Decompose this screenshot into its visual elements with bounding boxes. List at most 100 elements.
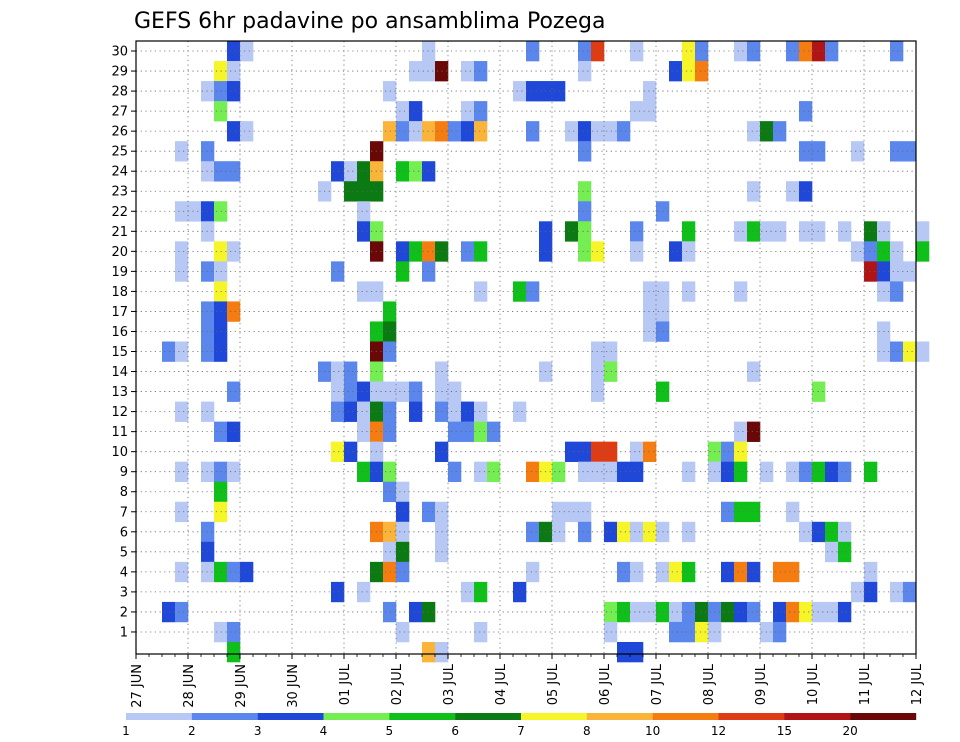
heatmap-cell [578, 221, 592, 242]
heatmap-cell [383, 561, 397, 583]
heatmap-cell [747, 421, 761, 442]
heatmap-cell [409, 161, 423, 182]
heatmap-cell [409, 61, 423, 82]
heatmap-cell [916, 221, 930, 242]
heatmap-cell [682, 241, 696, 262]
heatmap-cell [552, 521, 566, 543]
heatmap-cell [734, 221, 748, 242]
heatmap-cell [838, 541, 852, 563]
heatmap-cell [409, 601, 423, 623]
heatmap-cell [643, 521, 657, 543]
heatmap-cell [734, 561, 748, 583]
heatmap-cell [604, 461, 618, 483]
y-tick-label: 28 [111, 85, 128, 100]
x-tick-label: 12 JUL [910, 663, 925, 705]
colorbar-label: 20 [843, 724, 858, 738]
heatmap-cell [669, 61, 683, 82]
heatmap-cell [383, 341, 397, 362]
heatmap-cell [396, 241, 410, 262]
heatmap-cell [890, 241, 904, 262]
heatmap-cell [838, 521, 852, 543]
heatmap-cell [630, 41, 644, 62]
x-tick-label: 05 JUL [546, 663, 561, 705]
heatmap-cell [747, 601, 761, 623]
heatmap-cell [578, 521, 592, 543]
heatmap-cell [526, 41, 540, 62]
heatmap-cell [526, 461, 540, 483]
heatmap-cell [474, 241, 488, 262]
heatmap-cell [162, 601, 176, 623]
heatmap-cell [240, 41, 254, 62]
heatmap-cell [409, 241, 423, 262]
y-tick-label: 4 [120, 565, 128, 580]
heatmap-cell [747, 121, 761, 142]
y-axis: 1234567891011121314151617181920212223242… [111, 45, 136, 640]
heatmap-cell [175, 201, 189, 222]
heatmap-cell [175, 601, 189, 623]
heatmap-cell [188, 201, 202, 222]
heatmap-cell [643, 321, 657, 342]
y-tick-label: 20 [111, 245, 128, 260]
colorbar-swatch [257, 713, 324, 720]
colorbar-swatch [126, 713, 193, 720]
heatmap-cell [461, 101, 475, 122]
colorbar-label: 7 [517, 724, 525, 738]
heatmap-cell [747, 361, 761, 382]
heatmap-cell [669, 601, 683, 623]
heatmap-cell [890, 41, 904, 62]
heatmap-cell [422, 501, 436, 523]
heatmap-cells [162, 41, 930, 663]
heatmap-cell [513, 281, 527, 302]
y-tick-label: 23 [111, 185, 128, 200]
heatmap-cell [682, 281, 696, 302]
heatmap-cell [162, 341, 176, 362]
y-tick-label: 13 [111, 385, 128, 400]
heatmap-cell [565, 441, 579, 462]
heatmap-cell [331, 261, 345, 282]
heatmap-cell [474, 121, 488, 142]
heatmap-cell [565, 221, 579, 242]
heatmap-cell [396, 521, 410, 543]
heatmap-cell [526, 561, 540, 583]
heatmap-cell [357, 381, 371, 402]
chart-title: GEFS 6hr padavine po ansamblima Pozega [134, 9, 605, 34]
heatmap-cell [773, 221, 787, 242]
heatmap-cell [474, 401, 488, 422]
heatmap-cell [786, 501, 800, 523]
y-tick-label: 7 [120, 505, 128, 520]
x-tick-label: 06 JUL [598, 663, 613, 705]
heatmap-cell [526, 521, 540, 543]
heatmap-cell [682, 61, 696, 82]
heatmap-cell [617, 461, 631, 483]
y-tick-label: 10 [111, 445, 128, 460]
heatmap-cell [747, 561, 761, 583]
x-tick-label: 11 JUL [858, 663, 873, 705]
colorbar-legend: 1 2 3 4 5 6 7 8 10 12 15 20 [122, 713, 917, 738]
colorbar-label: 2 [188, 724, 196, 738]
heatmap-cell [916, 341, 930, 362]
heatmap-cell [734, 281, 748, 302]
heatmap-cell [175, 141, 189, 162]
heatmap-cell [240, 561, 254, 583]
colorbar-swatch [652, 713, 719, 720]
heatmap-cell [552, 81, 566, 102]
colorbar-swatch [521, 713, 588, 720]
heatmap-cell [227, 621, 241, 643]
x-tick-label: 28 JUN [182, 664, 197, 708]
heatmap-cell [357, 221, 371, 242]
colorbar-label: 5 [386, 724, 394, 738]
x-tick-label: 30 JUN [286, 664, 301, 708]
heatmap-cell [799, 141, 813, 162]
x-tick-label: 03 JUL [442, 663, 457, 705]
heatmap-cell [409, 121, 423, 142]
heatmap-cell [422, 601, 436, 623]
x-tick-label: 29 JUN [234, 664, 249, 708]
heatmap-cell [396, 381, 410, 402]
heatmap-cell [617, 121, 631, 142]
heatmap-cell [799, 181, 813, 202]
heatmap-cell [630, 561, 644, 583]
heatmap-cell [175, 501, 189, 523]
colorbar-swatch [784, 713, 851, 720]
y-tick-label: 1 [120, 625, 128, 640]
heatmap-cell [344, 161, 358, 182]
